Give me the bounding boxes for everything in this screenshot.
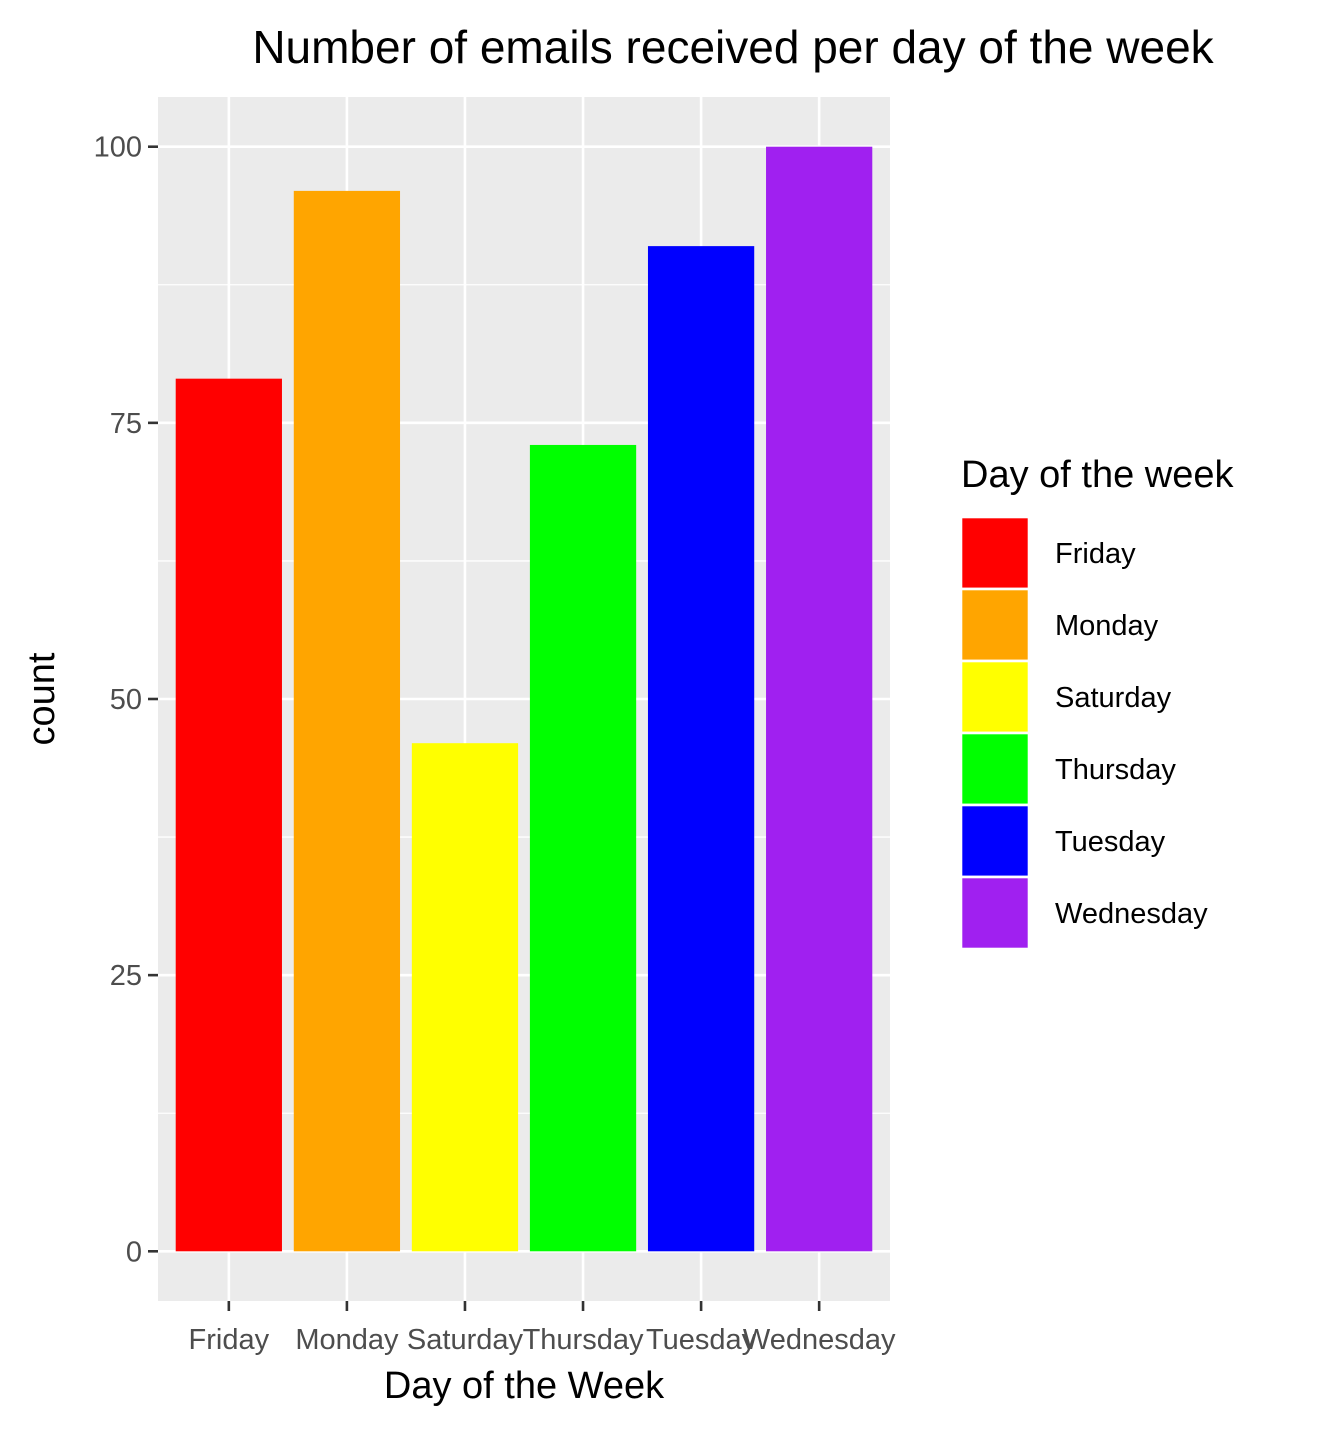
bar-friday: [175, 378, 282, 1252]
legend-title: Day of the week: [961, 454, 1234, 496]
legend-key-friday: [959, 515, 1031, 591]
legend-key-saturday: [959, 659, 1031, 735]
x-tick-label: Monday: [295, 1324, 399, 1356]
y-axis: 0 25 50 75 100: [94, 132, 158, 1268]
legend-label: Tuesday: [1055, 826, 1166, 858]
bar-saturday: [411, 743, 519, 1252]
bar-thursday: [529, 444, 637, 1252]
legend-key-tuesday: [959, 803, 1031, 879]
legend-label: Thursday: [1055, 754, 1176, 786]
y-tick-label: 25: [110, 960, 142, 992]
y-tick-label: 0: [126, 1236, 142, 1268]
legend-label: Saturday: [1055, 682, 1172, 714]
x-tick-label: Friday: [189, 1324, 270, 1356]
legend-key-wednesday: [959, 875, 1031, 951]
x-tick-label: Saturday: [407, 1324, 524, 1356]
legend-key-monday: [959, 587, 1031, 663]
legend: Day of the week Friday Monday Saturday Thur…: [959, 454, 1234, 951]
x-tick-label: Thursday: [523, 1324, 644, 1356]
legend-label: Monday: [1055, 610, 1159, 642]
bar-tuesday: [647, 246, 755, 1252]
y-tick-label: 100: [94, 132, 142, 164]
legend-label: Wednesday: [1055, 898, 1208, 930]
x-tick-label: Tuesday: [646, 1324, 757, 1356]
legend-items: Friday Monday Saturday Thursday Tuesday Wedne…: [959, 515, 1208, 951]
legend-label: Friday: [1055, 538, 1136, 570]
y-tick-label: 50: [110, 684, 142, 716]
bar-monday: [293, 190, 401, 1252]
bars: [175, 146, 873, 1252]
chart-title: Number of emails received per day of the…: [252, 21, 1214, 73]
bar-wednesday: [766, 146, 873, 1252]
legend-key-thursday: [959, 731, 1031, 807]
x-tick-label: Wednesday: [743, 1324, 896, 1356]
x-axis: Friday Monday Saturday Thursday TuesdayWedne…: [189, 1301, 896, 1356]
y-tick-label: 75: [110, 408, 142, 440]
x-axis-title: Day of the Week: [384, 1365, 665, 1407]
y-axis-title: count: [21, 652, 63, 745]
